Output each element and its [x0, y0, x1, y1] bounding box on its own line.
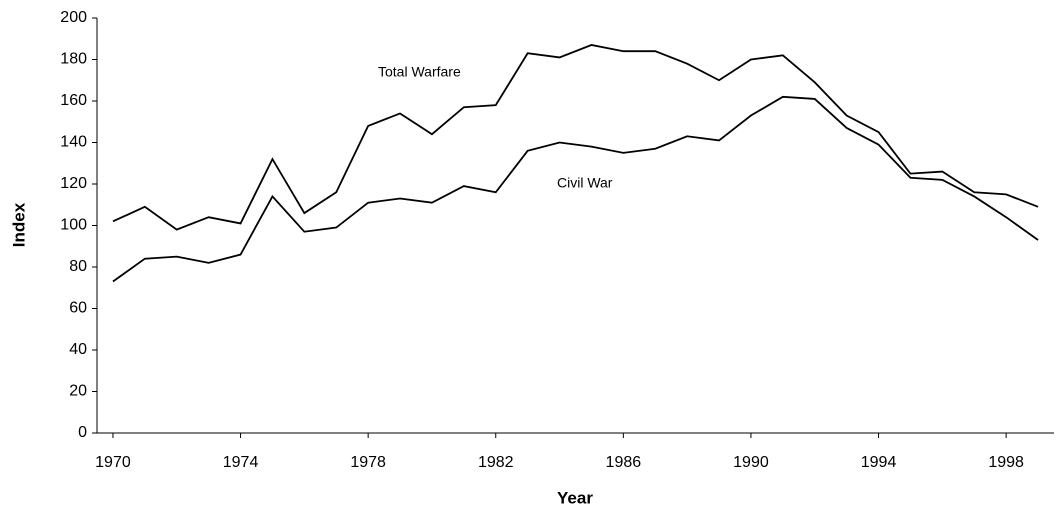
y-tick-label: 60: [69, 300, 87, 317]
y-tick-label: 20: [69, 383, 87, 400]
y-tick-label: 180: [60, 51, 87, 68]
y-tick-label: 200: [60, 9, 87, 26]
x-axis-title: Year: [557, 488, 593, 507]
y-axis-title: Index: [9, 202, 28, 247]
y-tick-label: 120: [60, 175, 87, 192]
x-tick-label: 1974: [223, 454, 259, 471]
x-tick-label: 1970: [95, 454, 131, 471]
x-tick-label: 1986: [606, 454, 642, 471]
x-tick-label: 1998: [988, 454, 1024, 471]
x-tick-label: 1978: [350, 454, 386, 471]
series-label: Total Warfare: [378, 64, 461, 80]
y-tick-label: 80: [69, 258, 87, 275]
series-line: [112, 95, 1039, 283]
y-tick-label: 160: [60, 92, 87, 109]
y-tick-label: 140: [60, 134, 87, 151]
y-tick-label: 0: [78, 424, 87, 441]
y-tick-label: 100: [60, 217, 87, 234]
x-tick-label: 1994: [861, 454, 897, 471]
x-tick-label: 1990: [733, 454, 769, 471]
series-label: Civil War: [557, 175, 613, 191]
x-tick-label: 1982: [478, 454, 514, 471]
series-line: [112, 44, 1039, 231]
y-tick-label: 40: [69, 341, 87, 358]
